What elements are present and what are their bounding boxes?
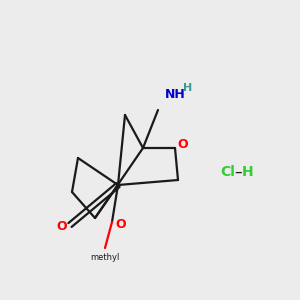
Text: methyl: methyl bbox=[90, 254, 120, 262]
Text: NH: NH bbox=[165, 88, 185, 101]
Text: –: – bbox=[234, 164, 242, 179]
Text: O: O bbox=[57, 220, 67, 233]
Text: Cl: Cl bbox=[220, 165, 236, 179]
Text: O: O bbox=[116, 218, 126, 230]
Text: H: H bbox=[242, 165, 254, 179]
Text: H: H bbox=[183, 83, 193, 93]
Text: O: O bbox=[178, 137, 188, 151]
